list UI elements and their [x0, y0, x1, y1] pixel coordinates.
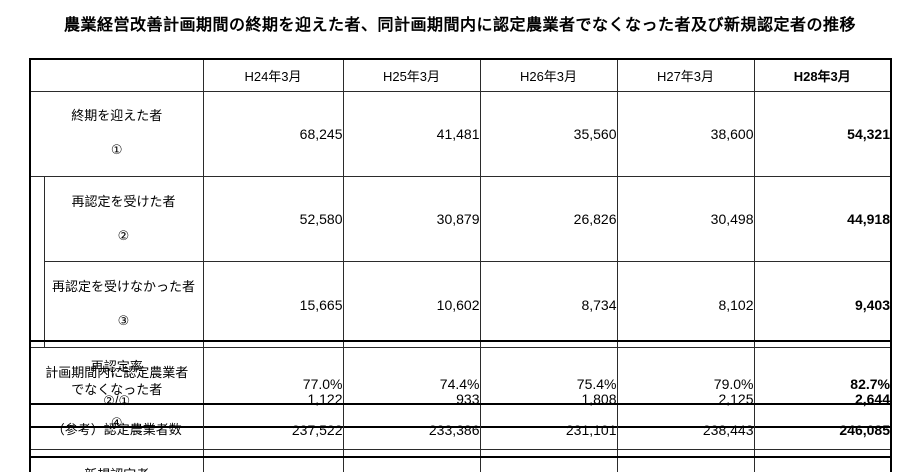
col-header-h24: H24年3月 — [202, 58, 344, 92]
value-cell: 30,879 — [342, 175, 481, 263]
table-row-ended: 終期を迎えた者 ① 68,245 41,481 35,560 38,600 54… — [29, 90, 892, 177]
row-label-text: 終期を迎えた者 — [71, 108, 163, 124]
header-row: H24年3月 H25年3月 H26年3月 H27年3月 H28年3月 — [29, 58, 892, 92]
table-row-reference: （参考）認定農業者数 237,522 233,386 231,101 238,4… — [29, 403, 892, 458]
value-cell: 54,321 — [753, 90, 892, 177]
value-cell: 44,918 — [753, 175, 892, 263]
col-header-h28: H28年3月 — [753, 58, 892, 92]
table-row-not-recertified: 再認定を受けなかった者 ③ 15,665 10,602 8,734 8,102 … — [30, 261, 892, 348]
value-cell: 238,443 — [616, 403, 755, 458]
reference-table: （参考）認定農業者数 237,522 233,386 231,101 238,4… — [29, 403, 892, 458]
row-label: 再認定を受けた者 ② — [43, 175, 204, 263]
row-formula: ③ — [117, 313, 130, 329]
value-cell: 10,602 — [342, 261, 481, 348]
value-cell: 9,403 — [753, 261, 892, 348]
row-label: 再認定を受けなかった者 ③ — [43, 261, 204, 348]
row-label: 終期を迎えた者 ① — [29, 90, 204, 177]
value-cell: 38,600 — [616, 90, 755, 177]
value-cell: 68,245 — [202, 90, 344, 177]
value-cell: 15,665 — [202, 261, 344, 348]
col-header-h26: H26年3月 — [479, 58, 618, 92]
col-header-h25: H25年3月 — [342, 58, 481, 92]
row-label-text: 再認定率 — [90, 358, 143, 374]
row-label-text: （参考）認定農業者数 — [51, 421, 182, 437]
value-cell: 237,522 — [202, 403, 344, 458]
row-label-text: 再認定を受けなかった者 — [51, 279, 195, 295]
table-row-recertified: 再認定を受けた者 ② 52,580 30,879 26,826 30,498 4… — [29, 175, 892, 348]
value-cell: 26,826 — [479, 175, 618, 263]
corner-cell — [29, 58, 204, 92]
value-cell: 8,102 — [616, 261, 755, 348]
value-cell: 246,085 — [753, 403, 892, 458]
value-cell: 52,580 — [202, 175, 344, 263]
value-cell: 35,560 — [479, 90, 618, 177]
row-label-text: 再認定を受けた者 — [71, 193, 176, 209]
value-cell: 8,734 — [479, 261, 618, 348]
page-title: 農業経営改善計画期間の終期を迎えた者、同計画期間内に認定農業者でなくなった者及び… — [63, 17, 856, 34]
col-header-h27: H27年3月 — [616, 58, 755, 92]
value-cell: 30,498 — [616, 175, 755, 263]
indent-strip — [29, 175, 45, 348]
row-label-text: 新規認定者 — [31, 467, 202, 472]
value-cell: 41,481 — [342, 90, 481, 177]
row-label: （参考）認定農業者数 — [29, 403, 204, 458]
row-formula: ② — [117, 227, 130, 243]
value-cell: 231,101 — [479, 403, 618, 458]
row-formula: ① — [110, 142, 123, 158]
value-cell: 233,386 — [342, 403, 481, 458]
